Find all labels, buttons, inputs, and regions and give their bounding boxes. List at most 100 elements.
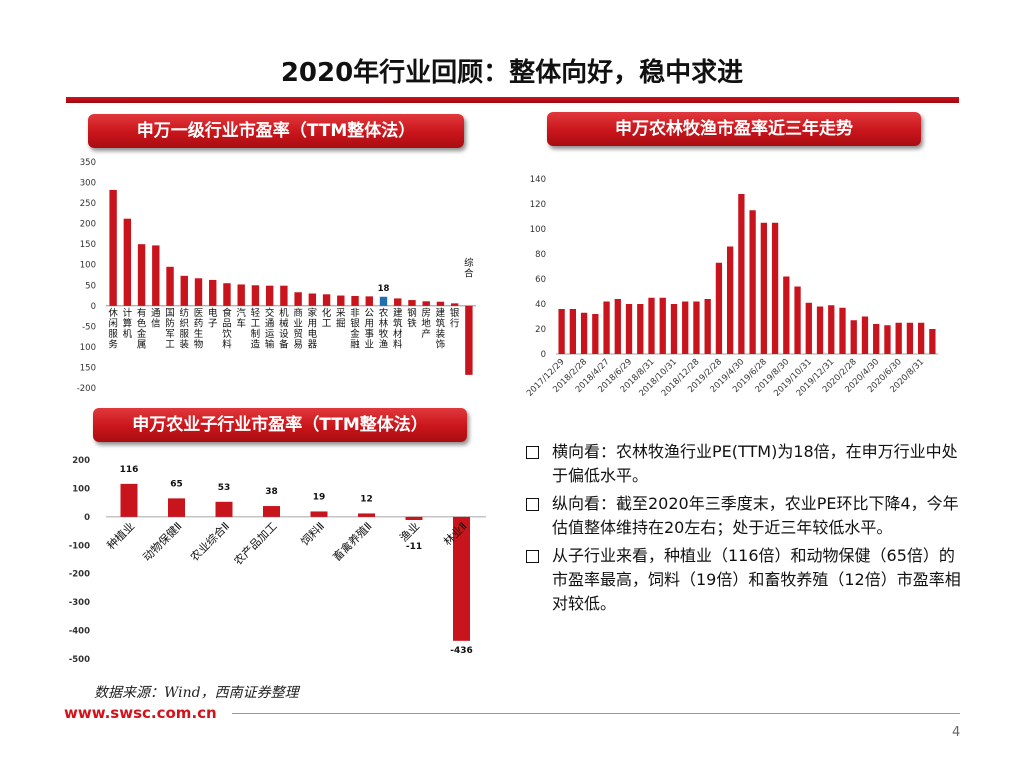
- bar: [592, 314, 599, 354]
- x-tick-label: 饲料Ⅱ: [298, 519, 327, 548]
- bar: [873, 324, 880, 354]
- x-tick-label: 制: [251, 328, 261, 340]
- chart1-title-banner: 申万一级行业市盈率（TTM整体法）: [88, 114, 464, 148]
- x-tick-label: 钢: [407, 307, 417, 319]
- checkbox-bullet-icon: [526, 498, 539, 511]
- y-tick-label: -100: [69, 541, 90, 551]
- bar: [394, 298, 402, 306]
- bar: [918, 322, 925, 354]
- bar: [839, 307, 846, 354]
- x-tick-label: 农业综合Ⅱ: [187, 519, 232, 564]
- bar: [263, 506, 280, 517]
- bar: [760, 222, 767, 354]
- y-tick-label: 80: [535, 250, 546, 260]
- bar: [310, 511, 328, 517]
- bar: [265, 285, 274, 306]
- y-tick-label: 100: [72, 484, 90, 494]
- bar: [280, 285, 288, 306]
- x-tick-label: 动物保健Ⅱ: [140, 519, 185, 564]
- x-tick-label: 业: [365, 339, 375, 350]
- data-label: -11: [406, 542, 422, 552]
- chart2-title-banner: 申万农林牧渔市盈率近三年走势: [547, 112, 921, 146]
- bar: [749, 210, 756, 354]
- bar: [895, 322, 902, 354]
- industry-pe-chart: 350 300 250 200 150 100 50 0 -50 100 150 -200 休闲服务 计算…: [52, 152, 486, 398]
- x-tick-label: 算: [123, 317, 133, 329]
- bar: [450, 303, 459, 306]
- x-tick-label: 工: [165, 339, 175, 350]
- x-tick-label: 运: [265, 329, 275, 340]
- x-tick-label: 工: [251, 318, 261, 329]
- bar: [783, 276, 790, 354]
- x-tick-label: 材: [393, 328, 403, 340]
- bar: [637, 304, 644, 354]
- bar: [648, 297, 655, 354]
- bar: [682, 301, 689, 354]
- bar: [738, 194, 745, 354]
- x-tick-label: 信: [151, 317, 161, 329]
- y-tick-label: 100: [530, 225, 546, 235]
- bar: [137, 244, 146, 306]
- x-tick-label: 林: [379, 317, 389, 329]
- x-tick-label: 公: [365, 308, 375, 319]
- source-note: 数据来源：Wind，西南证券整理: [94, 685, 299, 701]
- bar: [109, 189, 117, 306]
- x-tick-label: 饮: [222, 328, 232, 340]
- data-label: 12: [360, 494, 373, 504]
- website-link[interactable]: www.swsc.com.cn: [64, 704, 217, 722]
- bar: [465, 305, 473, 375]
- y-tick-label: 300: [80, 179, 96, 189]
- y-tick-label: -200: [69, 570, 90, 580]
- chart3-title-banner: 申万农业子行业市盈率（TTM整体法）: [93, 408, 467, 442]
- bar: [294, 292, 302, 306]
- checkbox-bullet-icon: [526, 550, 539, 563]
- y-tick-label: -50: [82, 322, 96, 332]
- bar: [727, 246, 734, 354]
- page-title: 2020年行业回顾：整体向好，稳中求进: [280, 58, 744, 88]
- x-tick-label: 畜禽养殖Ⅱ: [330, 519, 375, 564]
- x-tick-label: 属: [137, 339, 147, 350]
- bar: [670, 304, 678, 354]
- x-tick-label: 子: [208, 318, 218, 329]
- x-tick-label: 银: [450, 307, 460, 319]
- bar: [603, 301, 610, 354]
- y-tick-label: 60: [535, 275, 546, 285]
- agri-subindustry-pe-chart: 200 100 0 -100 -200 -300 -400 -500 116 种植业 65 动物保健Ⅱ…: [52, 448, 494, 672]
- x-tick-label: 防: [165, 317, 175, 329]
- bar: [209, 279, 217, 306]
- checkbox-bullet-icon: [526, 446, 539, 459]
- x-tick-label: 食: [222, 307, 232, 319]
- x-tick-label: 料: [393, 338, 403, 350]
- bar: [704, 299, 711, 354]
- analysis-bullets: 横向看：农林牧渔行业PE(TTM)为18倍，在申万行业中处于偏低水平。 纵向看：…: [522, 440, 962, 620]
- x-tick-label: 交: [265, 307, 275, 319]
- y-tick-label: 140: [530, 175, 546, 185]
- x-tick-label: 饰: [436, 338, 446, 350]
- x-tick-label: 服: [108, 329, 118, 340]
- bar: [365, 296, 373, 306]
- bar: [715, 262, 723, 354]
- bar: [152, 245, 160, 306]
- y-tick-label: 0: [91, 302, 96, 312]
- x-tick-label: 地: [421, 317, 431, 329]
- x-tick-label: 电: [308, 328, 318, 340]
- y-tick-label: 200: [80, 220, 96, 230]
- y-tick-label: -300: [69, 598, 90, 608]
- x-tick-label: 金: [350, 328, 360, 340]
- x-tick-label: 械: [279, 317, 289, 329]
- bar: [569, 309, 576, 354]
- bar: [351, 295, 359, 306]
- y-tick-label: -400: [69, 627, 90, 637]
- x-tick-label: 料: [222, 338, 232, 350]
- y-tick-label: 0: [541, 350, 546, 360]
- x-tick-label: 用: [365, 318, 375, 329]
- y-tick-label: 100: [80, 261, 96, 271]
- bar: [816, 306, 824, 354]
- x-tick-label: 筑: [393, 317, 403, 329]
- y-tick-label: 150: [80, 240, 96, 250]
- y-tick-label: -200: [77, 384, 96, 394]
- x-tick-label: 电: [208, 307, 218, 319]
- x-tick-label: 铁: [407, 317, 417, 329]
- x-tick-label: 业: [293, 318, 303, 329]
- y-tick-label: 40: [535, 300, 546, 310]
